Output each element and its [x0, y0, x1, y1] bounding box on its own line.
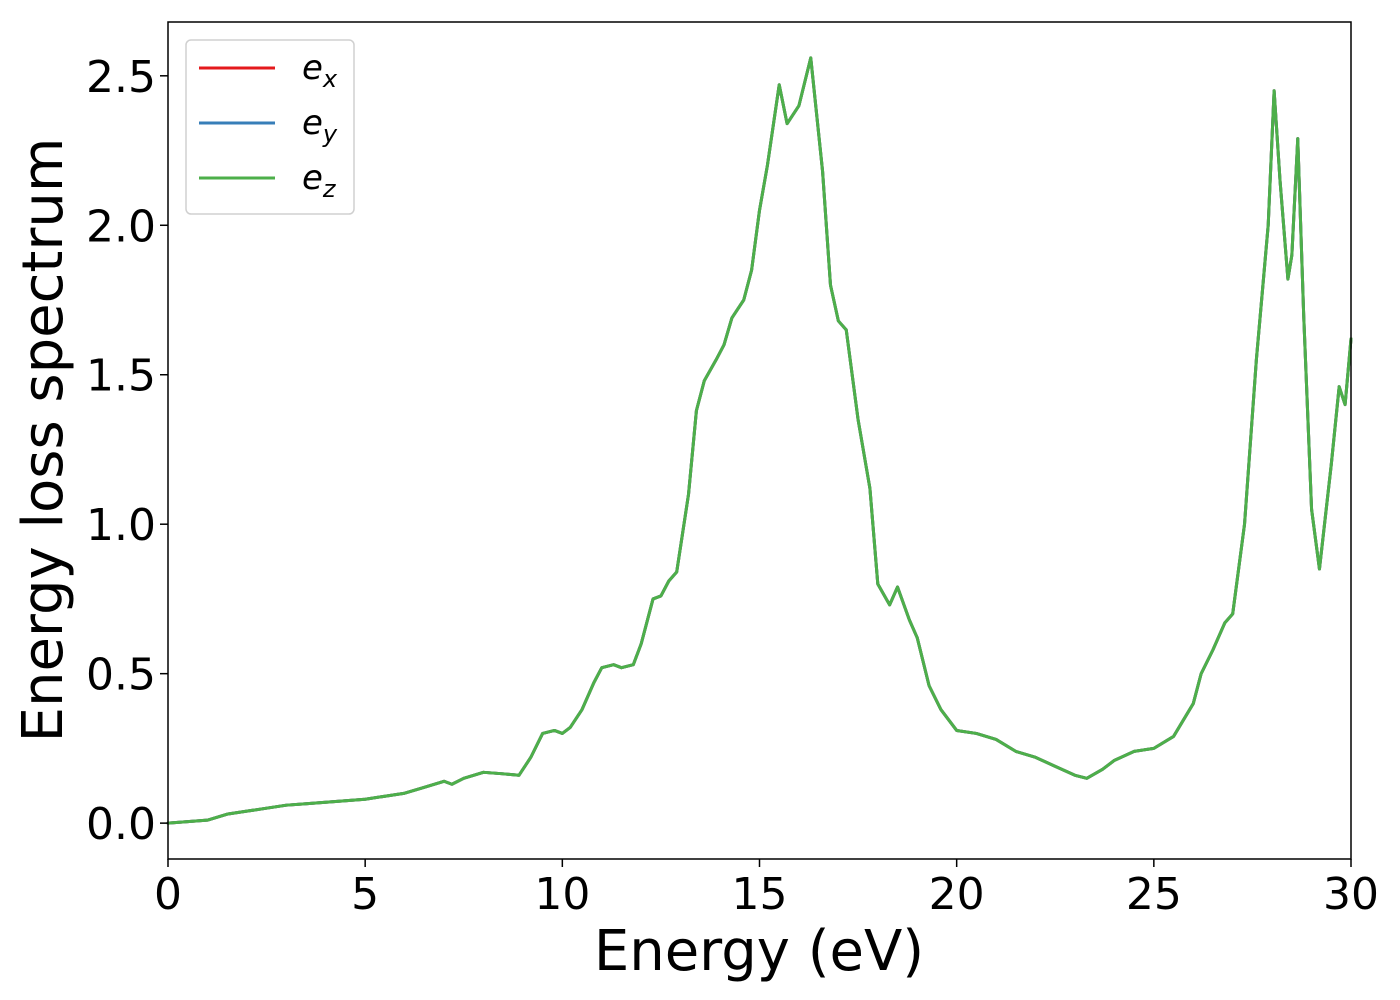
plot-background	[168, 22, 1351, 859]
x-axis-ticks: 0 5 10 15 20 25 30	[154, 859, 1379, 920]
legend-box	[185, 39, 355, 215]
legend-label-base: e	[302, 48, 323, 88]
legend-label-subscript: x	[322, 65, 338, 93]
x-tick-label: 5	[351, 869, 379, 920]
y-tick-label: 1.0	[86, 500, 156, 551]
y-axis-ticks: 0.0 0.5 1.0 1.5 2.0 2.5	[86, 52, 168, 850]
legend-label-base: e	[302, 103, 323, 143]
x-tick-label: 30	[1323, 869, 1379, 920]
y-axis-label: Energy loss spectrum	[11, 138, 76, 743]
legend-label-ez: ez	[302, 158, 337, 203]
x-tick-label: 10	[534, 869, 590, 920]
y-tick-label: 0.0	[86, 799, 156, 850]
series-line-ez	[166, 56, 1353, 825]
legend-label-subscript: z	[322, 175, 337, 203]
y-tick-label: 2.0	[86, 201, 156, 252]
x-axis-label: Energy (eV)	[594, 919, 924, 984]
x-tick-label: 15	[732, 869, 788, 920]
series-layer	[166, 56, 1353, 825]
legend-label-ex: ex	[302, 48, 338, 93]
legend-label-ey: ey	[302, 103, 338, 148]
y-tick-label: 0.5	[86, 650, 156, 701]
y-tick-label: 1.5	[86, 351, 156, 402]
x-tick-label: 0	[154, 869, 182, 920]
x-tick-label: 25	[1126, 869, 1182, 920]
legend-label-subscript: y	[322, 120, 338, 148]
legend-label-base: e	[302, 158, 323, 198]
x-tick-label: 20	[929, 869, 985, 920]
y-tick-label: 2.5	[86, 52, 156, 103]
